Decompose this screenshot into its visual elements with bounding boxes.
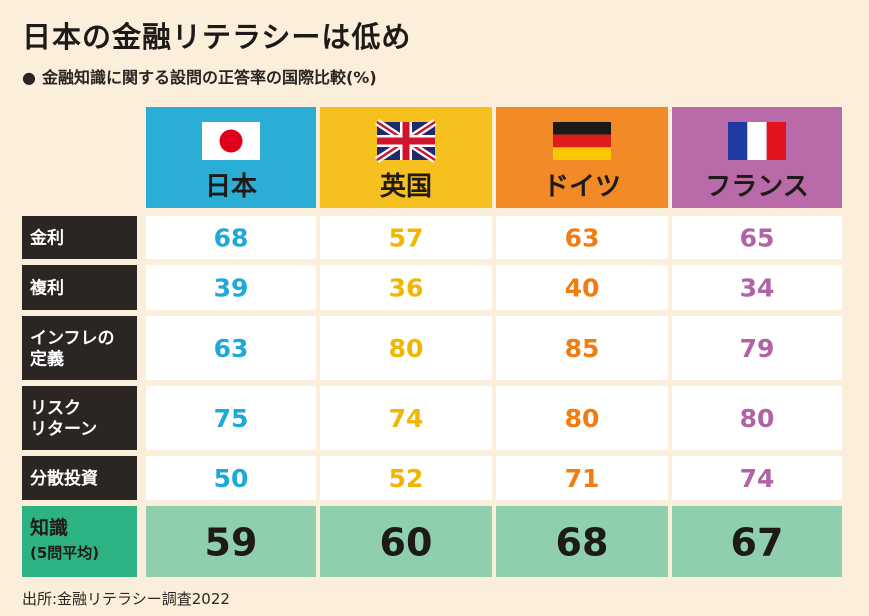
table-cell [496, 265, 668, 310]
table-cell [320, 456, 492, 500]
summary-value: 60 [380, 521, 433, 565]
cell-value: 79 [740, 334, 775, 363]
summary-value: 59 [205, 521, 258, 565]
column-header-label: ドイツ [543, 172, 621, 202]
france-flag-red-icon [766, 122, 786, 160]
cell-value: 85 [565, 334, 600, 363]
table-cell [320, 386, 492, 450]
cell-value: 75 [214, 404, 249, 433]
table-cell [672, 386, 842, 450]
cell-value: 68 [214, 224, 249, 253]
column-header-label: フランス [705, 172, 808, 202]
cell-value: 71 [565, 464, 600, 493]
row-label-box [22, 386, 137, 450]
summary-cell [672, 506, 842, 577]
table-cell [496, 456, 668, 500]
table-cell [146, 316, 316, 380]
cell-value: 80 [740, 404, 775, 433]
cell-value: 36 [389, 274, 424, 303]
table-cell [672, 216, 842, 259]
summary-value: 68 [556, 521, 609, 565]
row-label: インフレの定義 [30, 329, 115, 370]
table-cell [146, 456, 316, 500]
germany-flag-red-icon [553, 134, 611, 148]
row-label-box [22, 216, 137, 259]
cell-value: 39 [214, 274, 249, 303]
cell-value: 57 [389, 224, 424, 253]
row-label-box [22, 456, 137, 500]
germany-flag-gold-icon [553, 147, 611, 160]
table-cell [496, 316, 668, 380]
table-cell [672, 456, 842, 500]
row-label: 複利 [29, 278, 64, 299]
table-cell [496, 216, 668, 259]
cell-value: 74 [740, 464, 775, 493]
page-title: 日本の金融リテラシーは低め [22, 20, 412, 54]
cell-value: 80 [389, 334, 424, 363]
summary-value: 67 [731, 521, 784, 565]
cell-value: 65 [740, 224, 775, 253]
cell-value: 80 [565, 404, 600, 433]
column-header-label: 日本 [205, 172, 257, 202]
france-flag-white-icon [747, 122, 767, 160]
subtitle-text: 金融知識に関する設問の正答率の国際比較(%) [41, 68, 377, 87]
uk-flag-cross-red-icon [377, 137, 435, 145]
summary-cell [496, 506, 668, 577]
summary-cell [146, 506, 316, 577]
column-header-label: 英国 [380, 172, 432, 202]
row-label-box [22, 265, 137, 310]
table-cell [146, 216, 316, 259]
japan-flag-sun-icon [219, 129, 243, 153]
cell-value: 52 [389, 464, 424, 493]
row-label: 金利 [29, 228, 64, 249]
table-cell [320, 216, 492, 259]
table-cell [496, 386, 668, 450]
table-cell [146, 265, 316, 310]
summary-label-box [22, 506, 137, 577]
row-label: リスクリターン [30, 399, 97, 440]
row-label: 分散投資 [30, 468, 98, 489]
cell-value: 63 [214, 334, 249, 363]
bullet-icon: ● [22, 68, 36, 87]
subtitle: ● 金融知識に関する設問の正答率の国際比較(%) [22, 64, 377, 88]
cell-value: 40 [565, 274, 600, 303]
germany-flag-icon [553, 122, 611, 135]
row-label-box [22, 316, 137, 380]
source-note: 出所:金融リテラシー調査2022 [22, 590, 230, 608]
france-flag-icon [728, 122, 748, 160]
table-cell [146, 386, 316, 450]
summary-cell [320, 506, 492, 577]
table-cell [320, 316, 492, 380]
cell-value: 50 [214, 464, 249, 493]
table-cell [320, 265, 492, 310]
table-cell [672, 265, 842, 310]
table-cell [672, 316, 842, 380]
cell-value: 74 [389, 404, 424, 433]
summary-label: 知識(5問平均) [30, 516, 99, 562]
cell-value: 63 [565, 224, 600, 253]
cell-value: 34 [740, 274, 775, 303]
